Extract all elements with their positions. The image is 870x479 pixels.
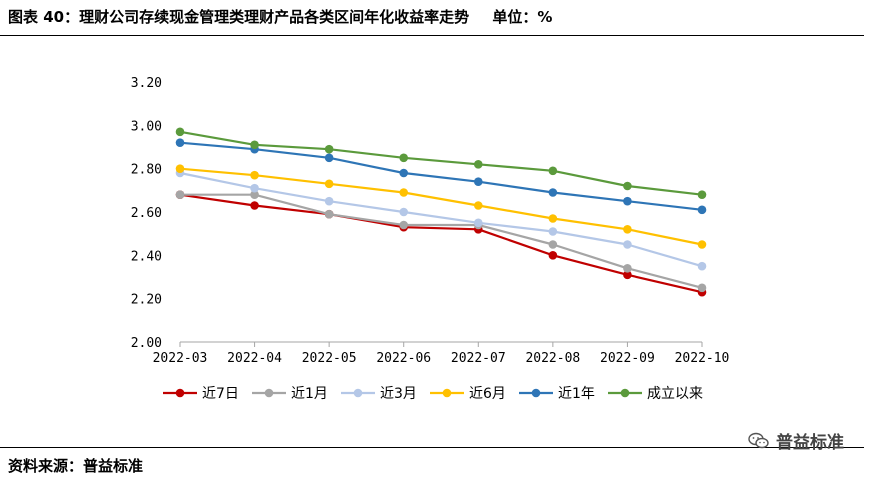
data-point	[623, 181, 632, 191]
x-tick-label: 2022-06	[376, 351, 431, 366]
data-point	[623, 240, 632, 249]
legend-item: 近1年	[519, 386, 595, 402]
data-point	[399, 220, 409, 230]
y-tick-label: 2.60	[131, 206, 162, 221]
series-layer	[175, 127, 707, 297]
title-text: 图表 40：理财公司存续现金管理类理财产品各类区间年化收益率走势	[8, 8, 470, 26]
data-point	[548, 188, 558, 197]
data-point	[697, 205, 707, 215]
data-point	[548, 251, 558, 260]
legend-label: 近3月	[380, 386, 417, 402]
legend-item: 近3月	[341, 386, 417, 402]
data-point	[623, 225, 632, 234]
legend-label: 近1年	[558, 386, 595, 402]
watermark-text: 普益标准	[776, 433, 844, 453]
data-point	[473, 201, 483, 210]
y-axis: 2.00 2.20 2.40 2.60 2.80 3.00 3.20	[131, 76, 162, 351]
legend-label: 近6月	[469, 386, 506, 402]
legend-marker	[175, 388, 185, 398]
data-point	[250, 201, 259, 210]
x-tick-label: 2022-09	[600, 351, 655, 366]
data-point	[399, 188, 409, 197]
data-point	[324, 209, 334, 219]
data-point	[324, 179, 334, 189]
legend-label: 近1月	[291, 386, 328, 402]
y-tick-label: 3.20	[131, 76, 162, 91]
data-point	[250, 170, 259, 180]
series-line	[180, 193, 703, 289]
data-point	[623, 264, 632, 273]
x-tick-label: 2022-05	[302, 351, 357, 366]
wechat-icon	[748, 432, 769, 448]
data-point	[473, 177, 483, 186]
y-tick-label: 2.80	[131, 163, 162, 178]
legend-marker	[264, 388, 274, 398]
data-point	[324, 196, 334, 206]
data-point	[548, 240, 558, 249]
watermark: 普益标准	[748, 428, 844, 453]
legend-marker	[353, 388, 363, 398]
top-rule	[0, 35, 864, 36]
series-line	[179, 171, 703, 268]
data-point	[623, 196, 632, 206]
series-3	[175, 168, 707, 271]
data-point	[697, 240, 707, 249]
data-point	[473, 160, 483, 169]
y-tick-label: 2.40	[131, 249, 162, 264]
x-tick-label: 2022-04	[227, 351, 282, 366]
series-line	[179, 141, 703, 211]
data-point	[697, 261, 707, 271]
series-5	[175, 138, 707, 215]
data-point	[548, 227, 558, 236]
x-tick-label: 2022-07	[451, 351, 506, 366]
series-line	[179, 130, 703, 196]
data-point	[697, 190, 707, 199]
x-tick-label: 2022-10	[675, 351, 730, 366]
data-point	[250, 183, 259, 193]
data-point	[324, 144, 334, 154]
legend-item: 近6月	[430, 386, 506, 402]
x-axis: 2022-03 2022-04 2022-05 2022-06 2022-07 2022-…	[153, 341, 730, 366]
x-tick-label: 2022-03	[153, 351, 208, 366]
data-point	[697, 283, 707, 293]
legend-marker	[620, 388, 630, 398]
unit-label: 单位：%	[492, 8, 553, 26]
legend-marker	[531, 388, 541, 398]
legend-label: 成立以来	[647, 386, 703, 402]
data-point	[399, 153, 409, 163]
bottom-rule	[0, 447, 864, 448]
data-point	[175, 127, 185, 137]
data-point	[175, 138, 185, 147]
legend-item: 近1月	[252, 386, 328, 402]
data-point	[175, 190, 185, 199]
legend: 近7日 近1月 近3月 近6月 近1年 成立以来	[163, 386, 703, 402]
data-point	[548, 214, 558, 223]
y-tick-label: 3.00	[131, 119, 162, 134]
legend-item: 成立以来	[608, 386, 703, 402]
source-note: 资料来源：普益标准	[8, 457, 144, 475]
data-point	[623, 270, 632, 280]
data-point	[175, 164, 185, 173]
series-4	[175, 164, 707, 249]
chart-title: 图表 40：理财公司存续现金管理类理财产品各类区间年化收益率走势 单位：%	[8, 6, 552, 27]
series-6	[175, 127, 707, 199]
data-point	[548, 166, 558, 176]
data-point	[324, 153, 334, 163]
y-tick-label: 2.00	[131, 336, 162, 351]
line-chart: 2.002.202.402.602.803.003.20 2022-03 2022…	[131, 76, 730, 402]
series-line	[179, 193, 703, 294]
legend-label: 近7日	[202, 386, 239, 402]
series-line	[179, 167, 703, 246]
data-point	[250, 190, 259, 199]
x-tick-label: 2022-08	[525, 351, 580, 366]
data-point	[399, 168, 409, 178]
series-2	[175, 190, 707, 293]
data-point	[473, 218, 483, 228]
data-point	[250, 140, 259, 150]
data-point	[399, 207, 409, 217]
legend-marker	[442, 388, 452, 398]
legend-item: 近7日	[163, 386, 239, 402]
y-tick-label: 2.20	[131, 293, 162, 308]
